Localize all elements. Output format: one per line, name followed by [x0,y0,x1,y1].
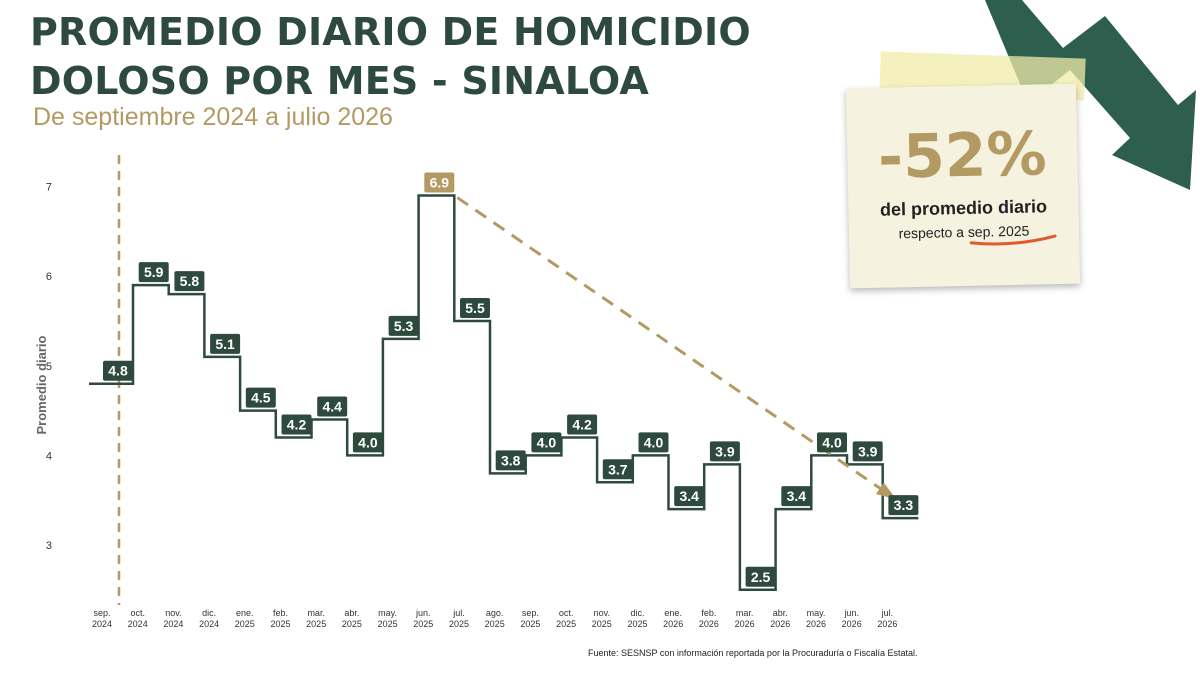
y-tick-label: 6 [46,271,52,283]
callout-percent: -52% [877,119,1048,193]
data-label: 5.9 [144,264,164,280]
data-label-box [817,432,847,453]
data-label-box [103,360,133,381]
x-tick-label: oct. 2024 [128,608,148,629]
data-label: 4.0 [644,434,664,450]
x-tick-label: ago. 2025 [485,608,505,629]
data-label-box [388,315,419,336]
arrow-shape [985,0,1196,190]
callout-note: -52% del promedio diario respecto a sep.… [845,83,1081,289]
x-tick-label: may. 2025 [378,608,398,629]
x-tick-label: feb. 2026 [699,608,719,629]
data-label-box [852,441,883,462]
y-tick-label: 3 [46,540,52,552]
data-label-box [781,486,812,507]
data-label-box [460,298,490,318]
data-label-box [674,486,705,507]
data-label: 4.2 [287,416,307,432]
data-label: 5.1 [215,336,235,352]
x-tick-label: feb. 2025 [270,608,290,629]
data-label-box [424,172,455,193]
x-tick-label: sep. 2024 [92,608,112,629]
data-label: 5.3 [394,318,414,334]
title-line-1: PROMEDIO DIARIO DE HOMICIDIO [30,10,751,54]
y-axis-label: Promedio diario [34,335,49,434]
x-tick-label: mar. 2025 [306,608,326,629]
data-label-box [138,262,169,283]
data-label-box [352,432,383,453]
data-label-box [317,396,348,417]
data-label-box [174,271,205,292]
data-label: 3.9 [715,443,735,459]
x-tick-label: mar. 2026 [735,608,755,629]
data-label: 5.5 [465,300,485,316]
data-label: 5.8 [180,273,200,289]
data-label: 3.8 [501,452,521,468]
data-label-box [210,333,241,354]
underline-mark [969,234,1057,246]
data-label-box [281,414,312,435]
data-label: 4.2 [572,416,592,432]
x-tick-label: jun. 2025 [413,608,433,629]
source-note: Fuente: SESNSP con información reportada… [588,648,918,658]
data-label-box [567,414,598,435]
chart-title: PROMEDIO DIARIO DE HOMICIDIO DOLOSO POR … [30,8,751,106]
x-tick-label: abr. 2026 [770,608,790,629]
data-label-box [531,432,562,453]
x-tick-label: nov. 2024 [163,608,183,629]
data-label: 4.0 [822,434,842,450]
y-tick-label: 7 [46,182,52,194]
x-tick-label: jun. 2026 [842,608,862,629]
series-step-line [89,194,919,592]
x-tick-label: abr. 2025 [342,608,362,629]
data-label: 3.3 [894,497,914,513]
x-tick-label: may. 2026 [806,608,826,629]
data-label: 4.5 [251,390,271,406]
data-label: 2.5 [751,569,771,585]
x-tick-label: sep. 2025 [520,608,540,629]
title-line-2: DOLOSO POR MES - SINALOA [30,59,649,103]
data-label: 4.4 [322,399,342,415]
data-label-box [602,459,633,480]
data-label-box [709,441,740,462]
data-label-box [745,566,776,587]
data-label: 3.4 [679,488,699,504]
data-label: 3.7 [608,461,628,477]
x-tick-label: nov. 2025 [592,608,612,629]
data-label: 4.0 [537,434,557,450]
data-label: 4.8 [108,363,128,379]
x-tick-label: oct. 2025 [556,608,576,629]
y-tick-label: 4 [46,450,52,462]
data-label-box [888,495,919,516]
data-label-box [495,450,526,471]
x-tick-label: dic. 2025 [627,608,647,629]
y-tick-label: 5 [46,361,52,373]
callout-line-1: del promedio diario [879,196,1048,220]
x-tick-label: jul. 2026 [877,608,897,629]
data-label: 6.9 [430,175,450,191]
x-tick-label: ene. 2026 [663,608,683,629]
x-tick-label: dic. 2024 [199,608,219,629]
data-label: 3.4 [787,488,807,504]
x-tick-label: ene. 2025 [235,608,255,629]
x-tick-label: jul. 2025 [449,608,469,629]
data-label-box [245,387,276,408]
data-label: 3.9 [858,443,878,459]
data-label-box [638,432,669,453]
chart-subtitle: De septiembre 2024 a julio 2026 [33,103,393,131]
data-label: 4.0 [358,434,378,450]
